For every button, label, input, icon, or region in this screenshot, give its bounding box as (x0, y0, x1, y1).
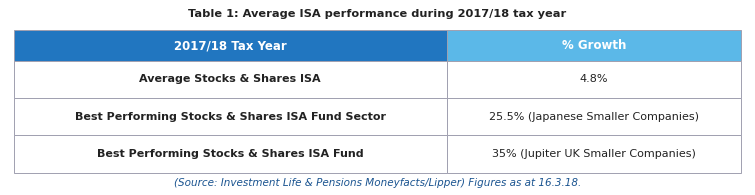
Text: Best Performing Stocks & Shares ISA Fund: Best Performing Stocks & Shares ISA Fund (97, 149, 363, 159)
Text: 35% (Jupiter UK Smaller Companies): 35% (Jupiter UK Smaller Companies) (492, 149, 696, 159)
Bar (447, 98, 741, 135)
Text: Best Performing Stocks & Shares ISA Fund Sector: Best Performing Stocks & Shares ISA Fund… (75, 112, 386, 122)
Text: 4.8%: 4.8% (580, 74, 609, 84)
Text: 2017/18 Tax Year: 2017/18 Tax Year (174, 39, 286, 52)
Text: % Growth: % Growth (562, 39, 626, 52)
Bar (14, 30, 447, 61)
Bar (14, 98, 447, 135)
Bar (447, 135, 741, 173)
Text: Table 1: Average ISA performance during 2017/18 tax year: Table 1: Average ISA performance during … (189, 9, 566, 19)
Bar (14, 135, 447, 173)
Text: Average Stocks & Shares ISA: Average Stocks & Shares ISA (140, 74, 321, 84)
Bar (447, 30, 741, 61)
Bar (14, 61, 447, 98)
Text: (Source: Investment Life & Pensions Moneyfacts/Lipper) Figures as at 16.3.18.: (Source: Investment Life & Pensions Mone… (174, 178, 581, 188)
Bar (447, 61, 741, 98)
Text: 25.5% (Japanese Smaller Companies): 25.5% (Japanese Smaller Companies) (489, 112, 699, 122)
